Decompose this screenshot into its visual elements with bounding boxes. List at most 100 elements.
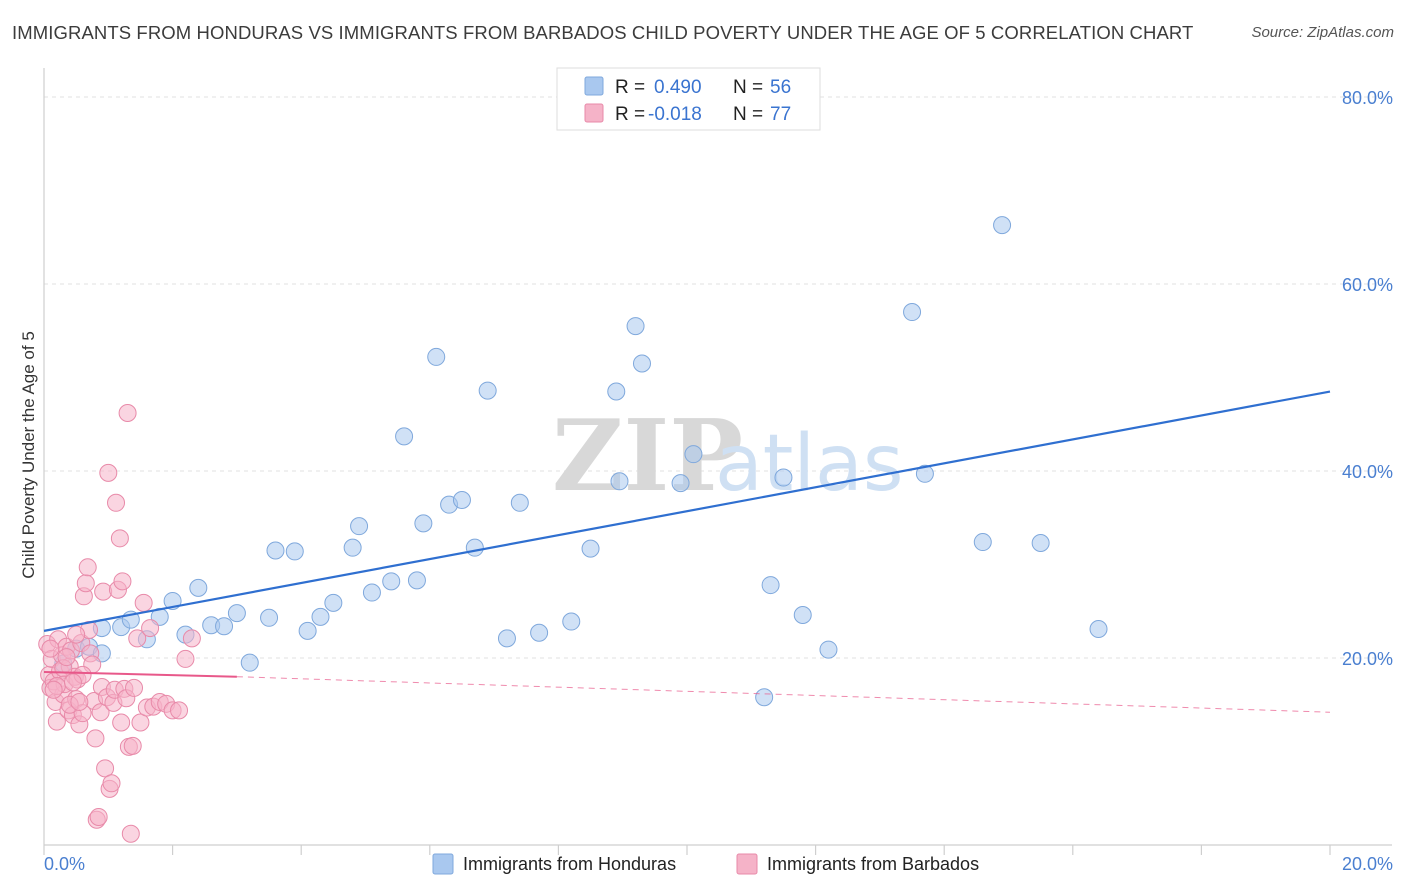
x-tick-label: 20.0%	[1342, 854, 1393, 874]
data-point	[311, 607, 330, 626]
data-point	[182, 629, 201, 648]
axes	[43, 68, 1392, 855]
data-point	[362, 583, 381, 602]
data-point	[581, 539, 600, 558]
data-point	[107, 493, 126, 512]
legend-r-value-2: -0.018	[648, 104, 702, 125]
data-point	[562, 612, 581, 631]
x-tick-label: 0.0%	[44, 854, 85, 874]
data-point	[112, 713, 131, 732]
data-point	[626, 317, 645, 336]
data-point	[993, 216, 1012, 235]
data-point	[497, 629, 516, 648]
data-point	[266, 541, 285, 560]
series-legend-label-barbados: Immigrants from Barbados	[767, 854, 979, 874]
data-point	[298, 621, 317, 640]
data-point	[128, 629, 147, 648]
series-legend-swatch-barbados	[736, 853, 758, 875]
grid-lines	[44, 96, 1392, 659]
data-point	[44, 680, 63, 699]
y-tick-label: 80.0%	[1342, 88, 1393, 108]
data-point	[465, 538, 484, 557]
data-point	[67, 625, 86, 644]
data-point	[94, 582, 113, 601]
data-point	[110, 529, 129, 548]
data-point	[76, 574, 95, 593]
data-point	[610, 472, 629, 491]
trend-line-barbados-dashed	[236, 676, 1331, 713]
data-point	[189, 578, 208, 597]
data-point	[395, 427, 414, 446]
data-point	[530, 623, 549, 642]
y-tick-label: 60.0%	[1342, 275, 1393, 295]
trend-line-honduras	[43, 390, 1331, 632]
trend-lines	[43, 390, 1331, 713]
data-point	[607, 382, 626, 401]
data-point	[285, 542, 304, 561]
data-point	[41, 639, 60, 658]
data-point	[632, 354, 651, 373]
data-point	[227, 604, 246, 623]
data-point	[761, 576, 780, 595]
data-point	[343, 538, 362, 557]
data-point	[1089, 620, 1108, 639]
source-label: Source: ZipAtlas.com	[1251, 24, 1394, 41]
y-axis-title: Child Poverty Under the Age of 5	[19, 331, 38, 579]
series-legend: Immigrants from Honduras Immigrants from…	[432, 853, 979, 875]
data-point	[510, 493, 529, 512]
series-legend-swatch-honduras	[432, 853, 454, 875]
data-point	[170, 701, 189, 720]
series-legend-label-honduras: Immigrants from Honduras	[463, 854, 676, 874]
legend-n-value-1: 56	[770, 77, 791, 98]
data-point	[684, 445, 703, 464]
correlation-legend: R = 0.490 N = 56 R = -0.018 N = 77	[556, 67, 821, 131]
data-point	[91, 703, 110, 722]
chart-title: IMMIGRANTS FROM HONDURAS VS IMMIGRANTS F…	[12, 22, 1194, 43]
data-point	[63, 673, 82, 692]
data-point	[973, 533, 992, 552]
legend-r-label-2: R =	[615, 104, 645, 125]
data-point	[102, 774, 121, 793]
data-point	[324, 593, 343, 612]
watermark-zip: ZIP	[552, 399, 743, 514]
data-point	[350, 517, 369, 536]
data-point	[407, 571, 426, 590]
data-point	[113, 572, 132, 591]
y-tick-label: 20.0%	[1342, 649, 1393, 669]
data-point	[382, 572, 401, 591]
data-point	[240, 653, 259, 672]
legend-r-label-1: R =	[615, 77, 645, 98]
data-point	[57, 648, 76, 667]
data-point	[176, 649, 195, 668]
watermark-atlas: atlas	[715, 419, 904, 509]
legend-n-label-2: N =	[733, 104, 763, 125]
data-point	[478, 381, 497, 400]
data-point	[96, 759, 115, 778]
legend-n-label-1: N =	[733, 77, 763, 98]
data-point	[78, 558, 97, 577]
data-point	[125, 678, 144, 697]
data-point	[819, 640, 838, 659]
data-point	[89, 807, 108, 826]
series-honduras-points	[54, 216, 1108, 707]
data-point	[427, 347, 446, 366]
legend-swatch-barbados	[584, 103, 604, 123]
legend-swatch-honduras	[584, 76, 604, 96]
data-point	[141, 619, 160, 638]
tick-labels: 20.0% 40.0% 60.0% 80.0% 0.0% 20.0%	[44, 88, 1393, 874]
data-point	[70, 692, 89, 711]
data-point	[99, 463, 118, 482]
data-point	[1031, 533, 1050, 552]
data-point	[215, 617, 234, 636]
data-point	[123, 736, 142, 755]
data-point	[47, 712, 66, 731]
data-point	[134, 593, 153, 612]
y-tick-label: 40.0%	[1342, 462, 1393, 482]
data-point	[671, 474, 690, 493]
data-point	[774, 468, 793, 487]
data-point	[121, 824, 140, 843]
data-point	[915, 464, 934, 483]
data-point	[260, 608, 279, 627]
trend-line-barbados-solid	[43, 671, 237, 678]
